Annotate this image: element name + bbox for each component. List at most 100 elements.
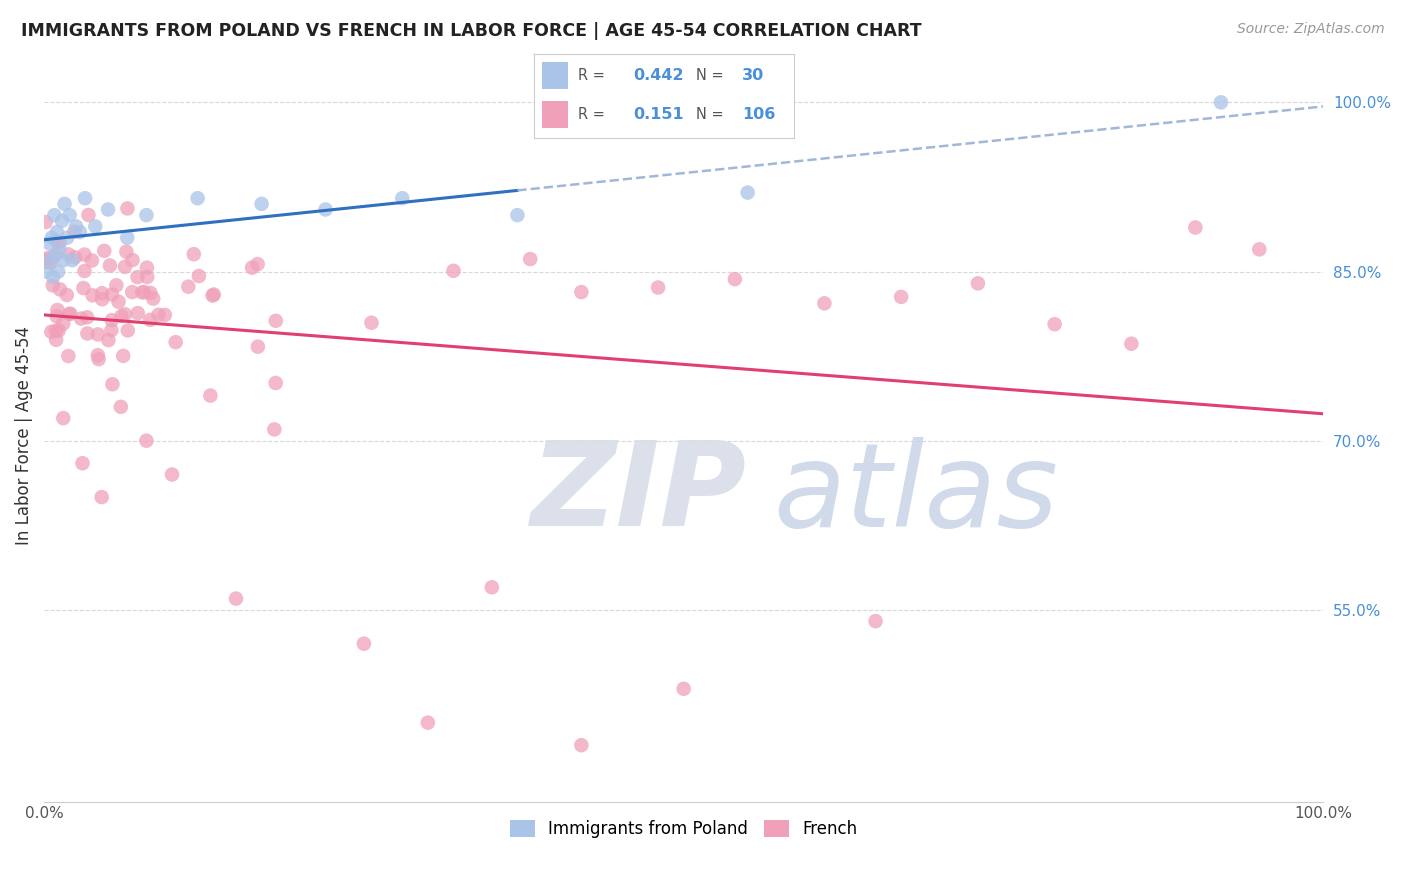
- Point: [148, 308, 170, 322]
- Point: [117, 230, 139, 244]
- Point: [114, 307, 136, 321]
- Text: Source: ZipAtlas.com: Source: ZipAtlas.com: [1237, 22, 1385, 37]
- Point: [569, 738, 592, 752]
- Point: [35, 264, 58, 278]
- Point: [139, 285, 162, 300]
- Point: [246, 257, 269, 271]
- Point: [117, 323, 139, 337]
- Point: [91, 293, 114, 307]
- Point: [737, 186, 759, 200]
- Point: [117, 202, 139, 216]
- Point: [107, 294, 129, 309]
- Point: [93, 244, 115, 258]
- Point: [80, 253, 103, 268]
- Point: [1184, 220, 1206, 235]
- Point: [315, 202, 337, 217]
- Point: [519, 252, 541, 266]
- Point: [45, 225, 67, 239]
- Point: [82, 288, 104, 302]
- Point: [481, 580, 503, 594]
- Point: [48, 323, 70, 337]
- Point: [65, 219, 87, 234]
- Text: 0.151: 0.151: [633, 107, 683, 122]
- Point: [97, 333, 120, 347]
- Point: [890, 290, 912, 304]
- Point: [41, 230, 63, 244]
- Point: [87, 352, 110, 367]
- Point: [70, 311, 93, 326]
- Point: [177, 279, 200, 293]
- Point: [142, 292, 165, 306]
- Point: [264, 376, 287, 390]
- Point: [58, 247, 80, 261]
- Point: [100, 323, 122, 337]
- Point: [101, 287, 124, 301]
- Point: [45, 324, 67, 338]
- Point: [48, 242, 70, 256]
- Point: [200, 388, 222, 402]
- Point: [48, 235, 70, 250]
- Point: [110, 309, 132, 323]
- Point: [87, 327, 110, 342]
- Point: [39, 255, 62, 269]
- Point: [98, 259, 121, 273]
- Point: [187, 191, 209, 205]
- Text: N =: N =: [696, 107, 723, 122]
- Point: [39, 253, 62, 268]
- Point: [45, 310, 67, 324]
- Point: [97, 202, 120, 217]
- Point: [139, 313, 162, 327]
- Point: [59, 208, 82, 222]
- Text: 106: 106: [742, 107, 776, 122]
- Point: [90, 490, 112, 504]
- Point: [201, 288, 224, 302]
- Point: [115, 244, 138, 259]
- Point: [38, 236, 60, 251]
- Point: [69, 225, 91, 239]
- Point: [153, 308, 176, 322]
- Point: [353, 637, 375, 651]
- Point: [58, 349, 80, 363]
- Point: [60, 253, 83, 268]
- Point: [101, 377, 124, 392]
- Point: [51, 213, 73, 227]
- Point: [84, 219, 107, 234]
- Point: [46, 235, 69, 249]
- Point: [391, 191, 413, 205]
- Point: [135, 260, 157, 275]
- Point: [72, 281, 94, 295]
- Point: [416, 715, 439, 730]
- Point: [202, 287, 225, 301]
- Point: [73, 191, 96, 205]
- Point: [59, 307, 82, 321]
- Point: [127, 270, 149, 285]
- Point: [45, 247, 67, 261]
- Point: [121, 253, 143, 268]
- Point: [967, 277, 990, 291]
- Point: [63, 225, 86, 239]
- Point: [35, 255, 58, 269]
- Point: [87, 348, 110, 362]
- Point: [52, 253, 75, 268]
- Point: [183, 247, 205, 261]
- Point: [250, 197, 273, 211]
- Point: [76, 326, 98, 341]
- Point: [647, 280, 669, 294]
- Point: [225, 591, 247, 606]
- Point: [91, 286, 114, 301]
- Point: [45, 333, 67, 347]
- Point: [44, 248, 66, 262]
- Point: [46, 303, 69, 318]
- Point: [360, 316, 382, 330]
- Point: [246, 340, 269, 354]
- Point: [53, 197, 76, 211]
- Bar: [543, 101, 568, 128]
- Point: [240, 260, 263, 275]
- Point: [49, 282, 72, 296]
- Point: [35, 215, 58, 229]
- Point: [76, 310, 98, 325]
- Text: IMMIGRANTS FROM POLAND VS FRENCH IN LABOR FORCE | AGE 45-54 CORRELATION CHART: IMMIGRANTS FROM POLAND VS FRENCH IN LABO…: [21, 22, 922, 40]
- Text: R =: R =: [578, 107, 606, 122]
- Point: [121, 285, 143, 299]
- Point: [63, 251, 86, 265]
